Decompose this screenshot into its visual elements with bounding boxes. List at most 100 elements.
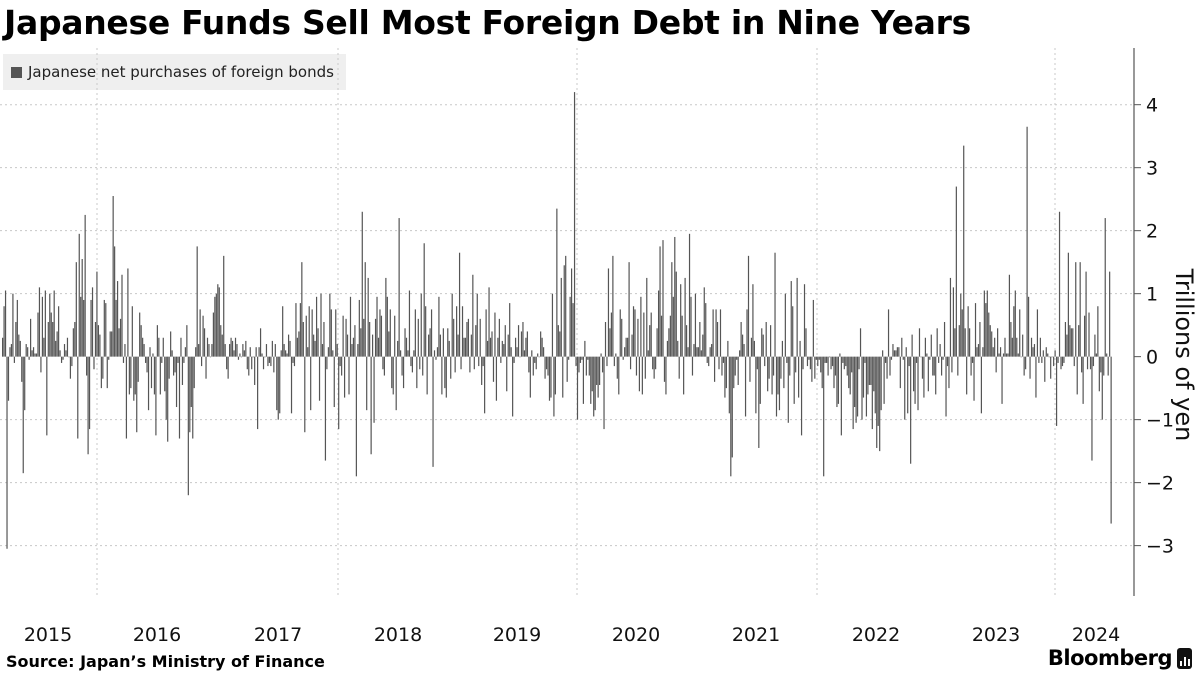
data-bar: [946, 356, 949, 367]
data-bar: [705, 303, 707, 357]
data-bar: [155, 356, 157, 436]
data-bar: [43, 337, 45, 357]
data-bar: [456, 306, 458, 357]
x-year-label: 2019: [493, 624, 541, 646]
data-bar: [374, 318, 377, 357]
data-bar: [882, 350, 884, 357]
data-bar: [58, 306, 60, 357]
data-bar: [422, 356, 424, 376]
data-bar: [1039, 337, 1041, 357]
data-bar: [212, 312, 214, 357]
data-bar: [901, 337, 903, 357]
data-bar: [495, 356, 498, 401]
data-bar: [122, 356, 125, 363]
data-bar: [489, 337, 492, 357]
data-bar: [367, 277, 369, 357]
data-bar: [799, 340, 801, 357]
data-bar: [736, 356, 738, 360]
data-bar: [1063, 356, 1065, 363]
data-bar: [231, 340, 234, 357]
data-bar: [239, 353, 241, 357]
data-bar: [1103, 356, 1105, 376]
data-bar: [746, 309, 748, 357]
data-bar: [914, 356, 916, 404]
data-bar: [370, 356, 372, 455]
data-bar: [202, 315, 204, 357]
legend-label: Japanese net purchases of foreign bonds: [28, 63, 334, 81]
data-bar: [46, 356, 48, 436]
data-bar: [971, 356, 974, 363]
data-bar: [264, 356, 266, 358]
data-bar: [1038, 356, 1040, 363]
data-bar: [737, 356, 739, 385]
data-bar: [501, 340, 503, 357]
data-bar: [1016, 337, 1018, 357]
data-bar: [591, 356, 593, 392]
data-bar: [164, 356, 166, 392]
data-bar: [1109, 271, 1111, 357]
data-bar: [299, 303, 301, 357]
data-bar: [295, 303, 297, 357]
data-bar: [402, 356, 405, 389]
data-bar: [472, 274, 474, 357]
data-bar: [62, 356, 64, 360]
data-bar: [492, 356, 495, 382]
data-bar: [840, 356, 842, 436]
data-bar: [170, 331, 172, 357]
data-bar: [438, 296, 440, 357]
data-bar: [823, 356, 825, 477]
data-bar: [871, 356, 873, 430]
data-bar: [103, 299, 105, 357]
data-bar: [820, 356, 822, 373]
data-bar: [24, 356, 26, 411]
data-bar: [112, 196, 114, 357]
data-bar: [292, 356, 294, 363]
data-bar: [376, 296, 378, 357]
data-bar: [251, 356, 253, 370]
data-bar: [749, 356, 751, 382]
x-year-label: 2017: [254, 624, 302, 646]
data-bar: [127, 268, 129, 357]
data-bar: [612, 255, 614, 357]
data-bar: [915, 356, 918, 363]
data-bar: [638, 356, 641, 392]
data-bar: [484, 356, 486, 414]
data-bar: [506, 356, 508, 392]
data-bar: [930, 334, 932, 357]
data-bar: [173, 356, 175, 376]
data-bar: [983, 290, 985, 357]
data-bar: [756, 356, 758, 370]
data-bar: [942, 356, 944, 360]
data-bar: [725, 356, 727, 389]
data-bar: [803, 284, 806, 357]
data-bar: [1064, 322, 1067, 357]
data-bar: [206, 337, 209, 357]
data-bar: [774, 252, 776, 357]
data-bar: [796, 277, 798, 357]
data-bar: [383, 356, 385, 376]
data-bar: [189, 356, 191, 433]
data-bar: [1026, 126, 1028, 357]
data-bar: [190, 356, 192, 408]
data-bar: [146, 356, 148, 373]
data-bar: [1005, 353, 1008, 357]
data-bar: [453, 318, 455, 357]
data-bar: [862, 356, 865, 398]
data-bar: [345, 318, 347, 357]
data-bar: [439, 334, 442, 357]
data-bar: [187, 356, 189, 496]
data-bar: [485, 309, 487, 357]
data-bar: [482, 356, 484, 367]
data-bar: [702, 334, 704, 357]
data-bar: [629, 356, 632, 370]
data-bar: [1030, 337, 1033, 357]
data-bar: [315, 296, 318, 357]
data-bar: [1081, 356, 1083, 373]
data-bar: [221, 334, 223, 357]
data-bar: [868, 356, 870, 385]
x-year-label: 2018: [374, 624, 422, 646]
data-bar: [637, 318, 639, 357]
data-bar: [106, 356, 108, 389]
data-bar: [464, 337, 467, 357]
data-bar: [290, 356, 293, 414]
